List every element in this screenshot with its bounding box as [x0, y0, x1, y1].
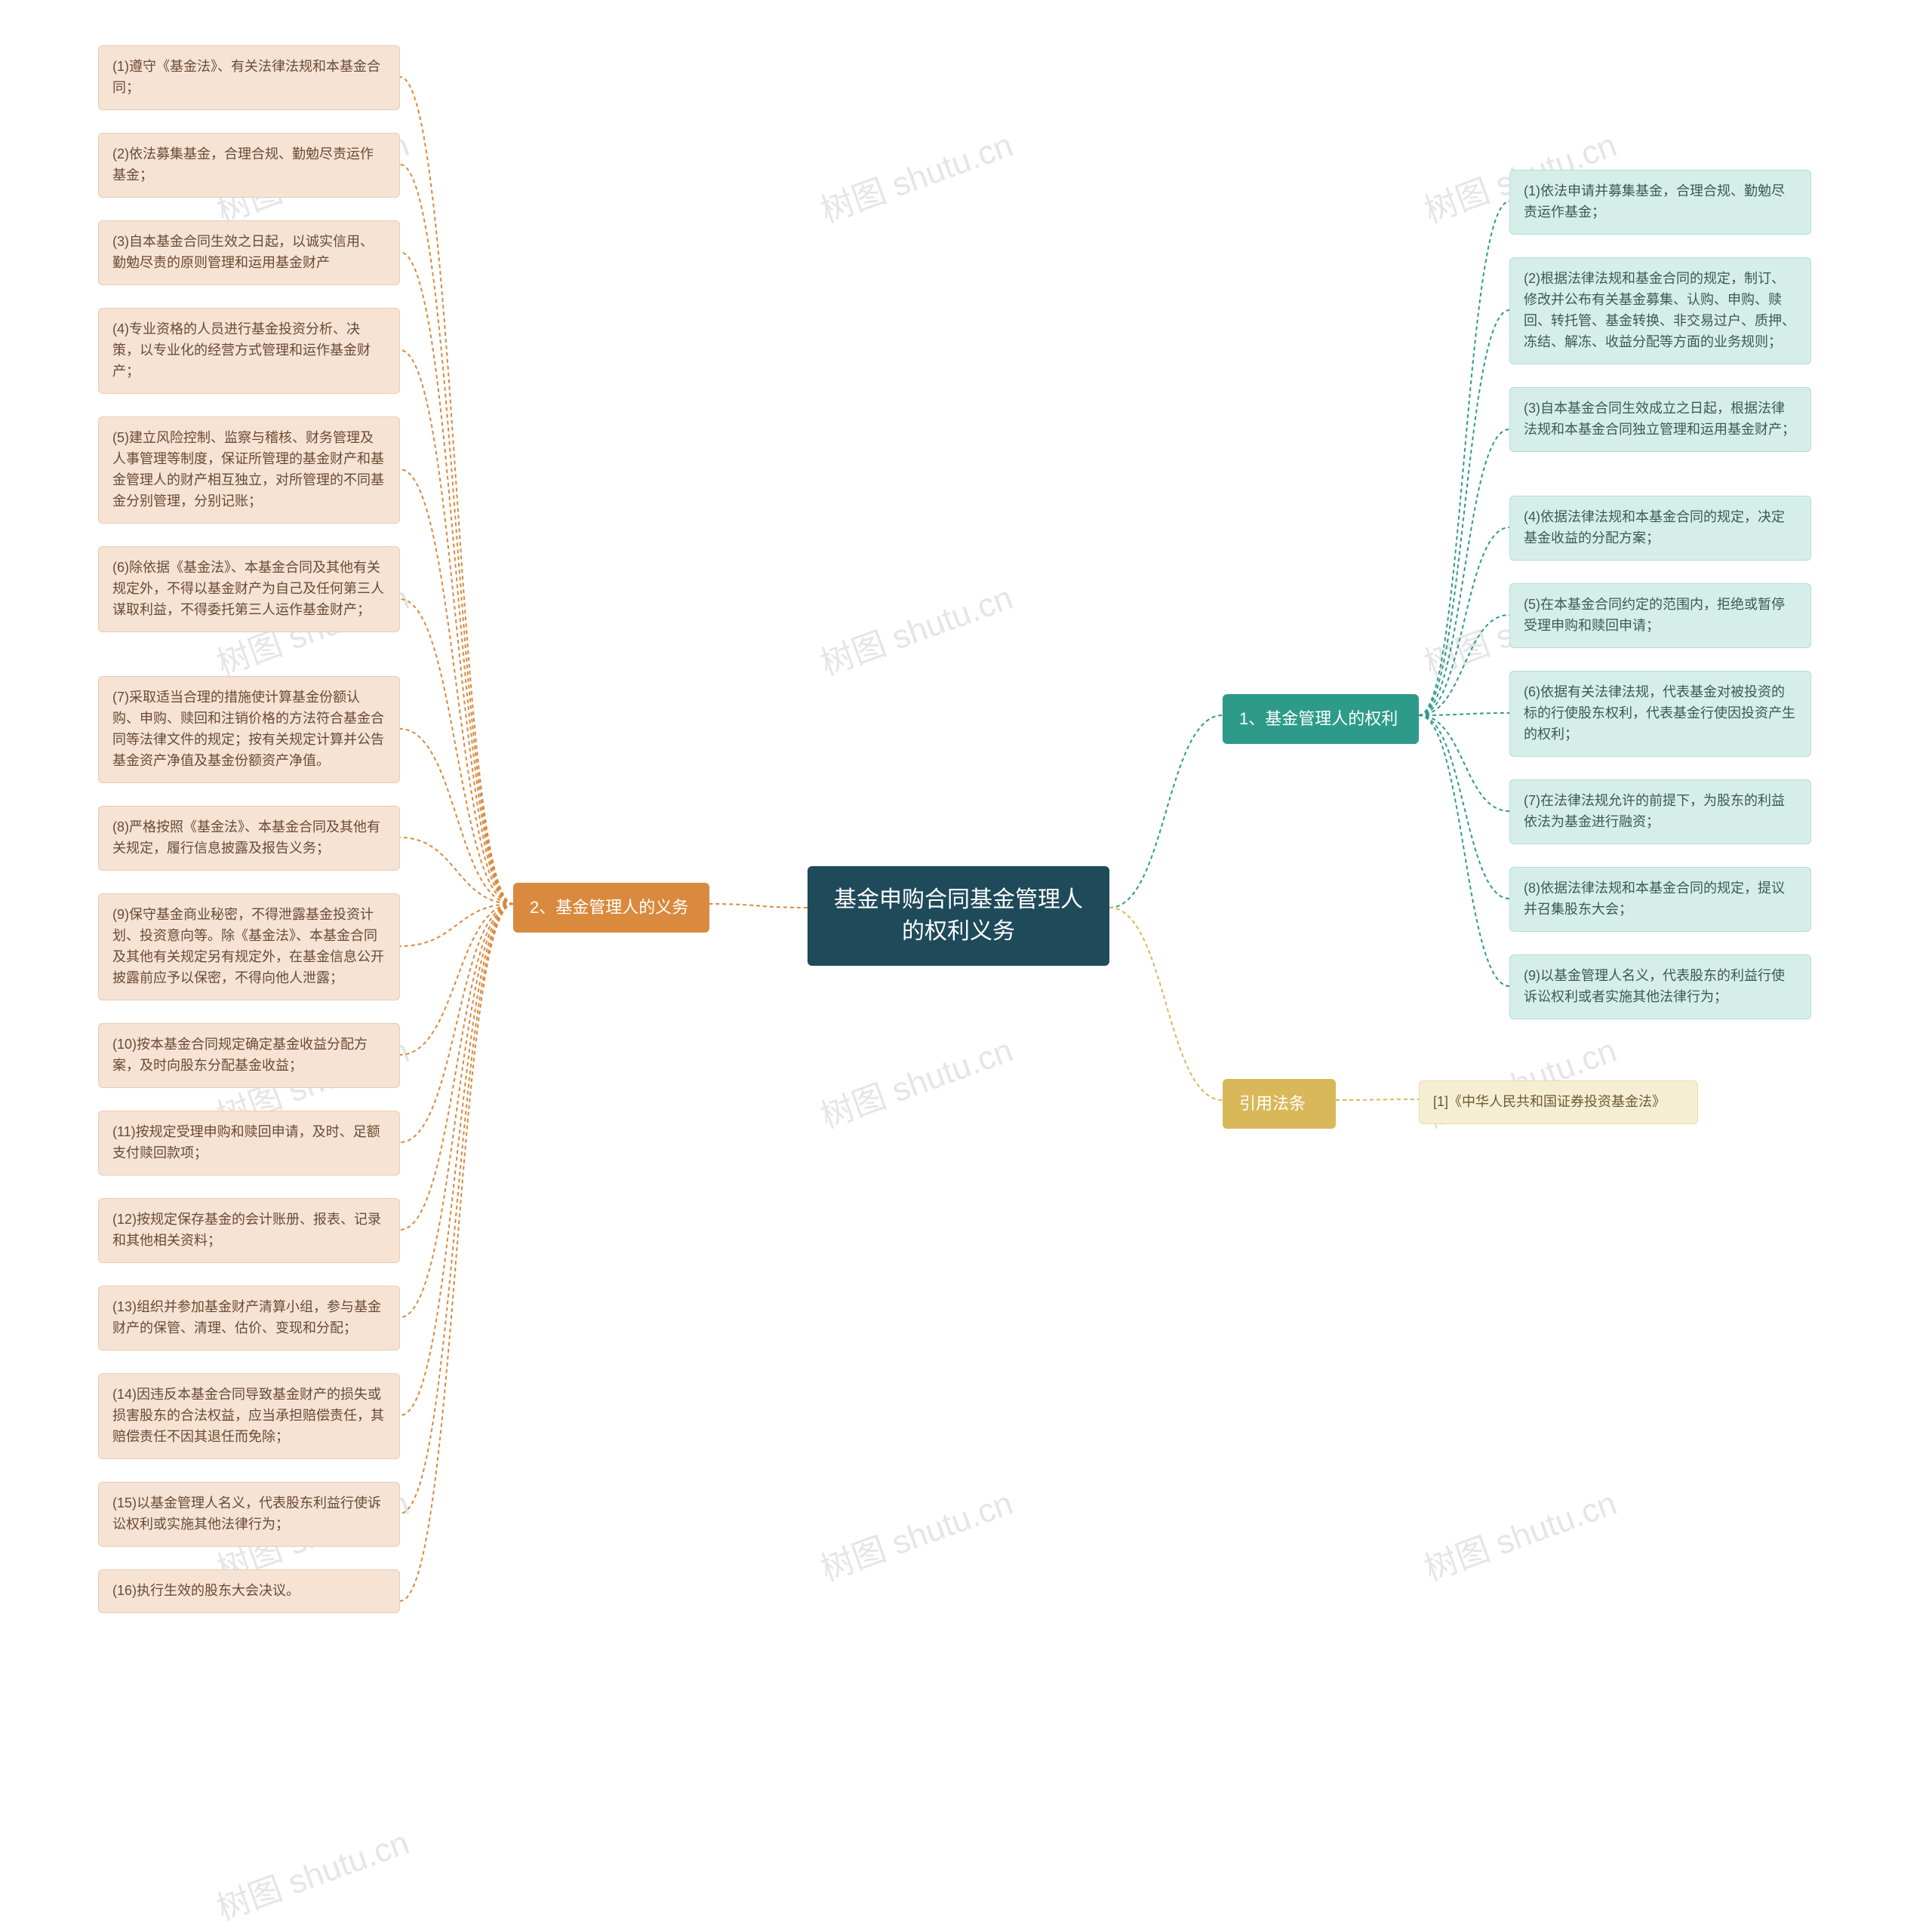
leaf-obligation: (3)自本基金合同生效之日起，以诚实信用、勤勉尽责的原则管理和运用基金财产	[98, 220, 400, 285]
leaf-obligation: (14)因违反本基金合同导致基金财产的损失或损害股东的合法权益，应当承担赔偿责任…	[98, 1373, 400, 1459]
mindmap-root: 基金申购合同基金管理人 的权利义务	[808, 866, 1109, 966]
leaf-right: (7)在法律法规允许的前提下，为股东的利益依法为基金进行融资；	[1509, 779, 1811, 844]
leaf-right: (4)依据法律法规和本基金合同的规定，决定基金收益的分配方案；	[1509, 496, 1811, 561]
watermark: 树图 shutu.cn	[209, 1815, 414, 1929]
branch-label: 1、基金管理人的权利	[1239, 706, 1398, 732]
leaf-citation: [1]《中华人民共和国证券投资基金法》	[1419, 1080, 1698, 1124]
leaf-right: (8)依据法律法规和本基金合同的规定，提议并召集股东大会；	[1509, 867, 1811, 932]
branch-obligations: 2、基金管理人的义务	[513, 883, 709, 933]
leaf-right: (2)根据法律法规和基金合同的规定，制订、修改并公布有关基金募集、认购、申购、赎…	[1509, 257, 1811, 364]
leaf-right: (1)依法申请并募集基金，合理合规、勤勉尽责运作基金；	[1509, 170, 1811, 235]
leaf-obligation: (8)严格按照《基金法》、本基金合同及其他有关规定，履行信息披露及报告义务；	[98, 806, 400, 871]
leaf-right: (3)自本基金合同生效成立之日起，根据法律法规和本基金合同独立管理和运用基金财产…	[1509, 387, 1811, 452]
leaf-obligation: (16)执行生效的股东大会决议。	[98, 1569, 400, 1613]
leaf-obligation: (7)采取适当合理的措施使计算基金份额认购、申购、赎回和注销价格的方法符合基金合…	[98, 676, 400, 783]
leaf-obligation: (1)遵守《基金法》、有关法律法规和本基金合同；	[98, 45, 400, 110]
leaf-obligation: (6)除依据《基金法》、本基金合同及其他有关规定外，不得以基金财产为自己及任何第…	[98, 546, 400, 632]
watermark: 树图 shutu.cn	[813, 570, 1018, 684]
leaf-obligation: (5)建立风险控制、监察与稽核、财务管理及人事管理等制度，保证所管理的基金财产和…	[98, 416, 400, 524]
leaf-obligation: (11)按规定受理申购和赎回申请，及时、足额支付赎回款项；	[98, 1111, 400, 1176]
watermark: 树图 shutu.cn	[813, 1023, 1018, 1137]
leaf-right: (6)依据有关法律法规，代表基金对被投资的标的行使股东权利，代表基金行使因投资产…	[1509, 671, 1811, 757]
root-line2: 的权利义务	[902, 916, 1015, 948]
branch-label: 2、基金管理人的义务	[530, 895, 688, 920]
leaf-right: (5)在本基金合同约定的范围内，拒绝或暂停受理申购和赎回申请；	[1509, 583, 1811, 648]
watermark: 树图 shutu.cn	[1417, 1476, 1622, 1590]
leaf-obligation: (2)依法募集基金，合理合规、勤勉尽责运作基金；	[98, 133, 400, 198]
root-line1: 基金申购合同基金管理人	[834, 884, 1083, 916]
watermark: 树图 shutu.cn	[813, 118, 1018, 232]
branch-rights: 1、基金管理人的权利	[1223, 694, 1419, 744]
leaf-obligation: (4)专业资格的人员进行基金投资分析、决策，以专业化的经营方式管理和运作基金财产…	[98, 308, 400, 394]
watermark: 树图 shutu.cn	[813, 1476, 1018, 1590]
leaf-right: (9)以基金管理人名义，代表股东的利益行使诉讼权利或者实施其他法律行为；	[1509, 954, 1811, 1019]
leaf-obligation: (12)按规定保存基金的会计账册、报表、记录和其他相关资料；	[98, 1198, 400, 1263]
branch-label: 引用法条	[1239, 1091, 1306, 1117]
leaf-obligation: (13)组织并参加基金财产清算小组，参与基金财产的保管、清理、估价、变现和分配；	[98, 1286, 400, 1351]
branch-citation: 引用法条	[1223, 1079, 1336, 1129]
leaf-obligation: (10)按本基金合同规定确定基金收益分配方案，及时向股东分配基金收益；	[98, 1023, 400, 1088]
leaf-obligation: (9)保守基金商业秘密，不得泄露基金投资计划、投资意向等。除《基金法》、本基金合…	[98, 893, 400, 1000]
leaf-obligation: (15)以基金管理人名义，代表股东利益行使诉讼权利或实施其他法律行为；	[98, 1482, 400, 1547]
